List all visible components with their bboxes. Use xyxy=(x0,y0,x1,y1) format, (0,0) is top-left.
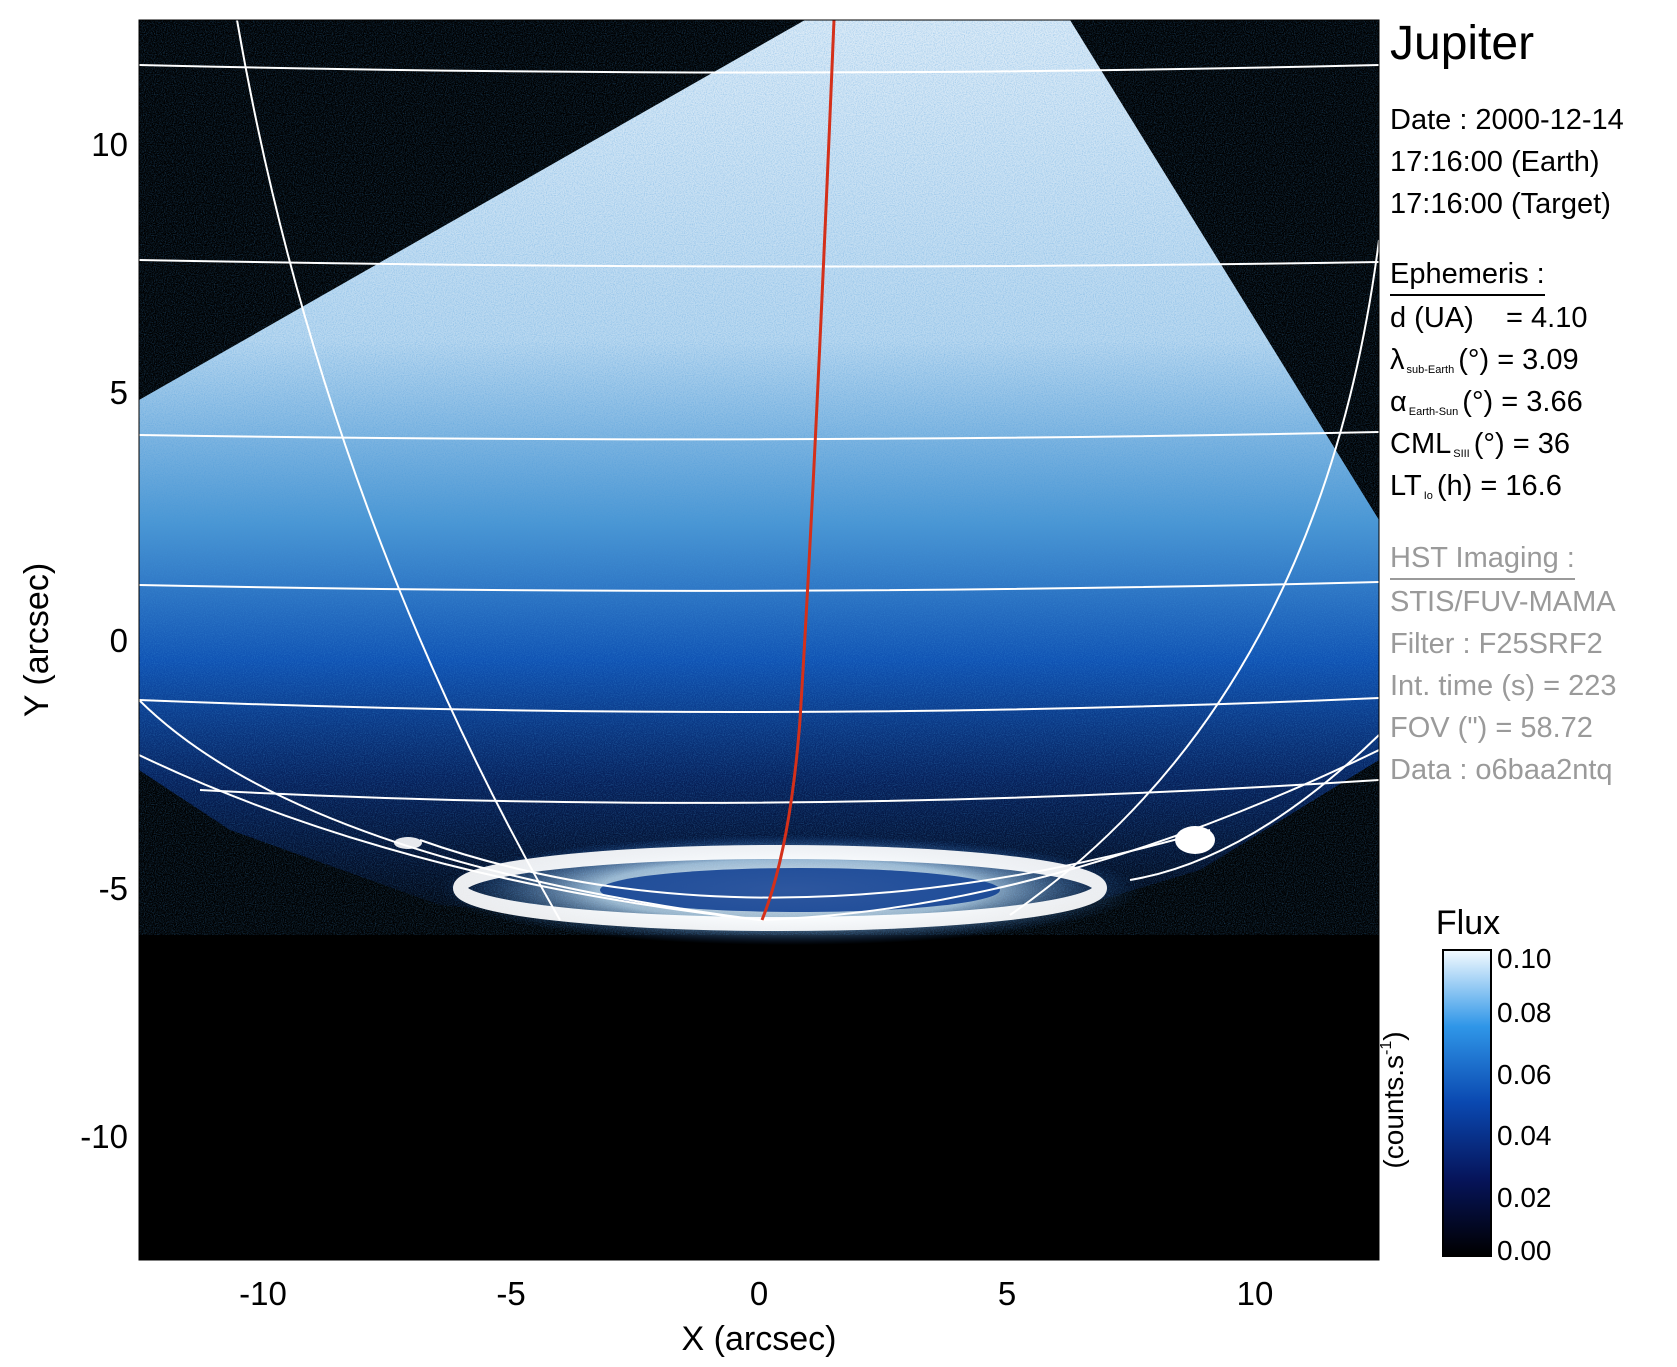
ephemeris-alpha: α Earth-Sun (°) = 3.66 xyxy=(1390,386,1583,418)
hst-heading: HST Imaging : xyxy=(1390,542,1575,580)
colorbar xyxy=(1442,949,1492,1257)
colorbar-title: Flux xyxy=(1436,904,1500,942)
field-of-view: FOV (") = 58.72 xyxy=(1390,712,1593,744)
date-line: Date : 2000-12-14 xyxy=(1390,104,1624,136)
colorbar-tick-label: 0.04 xyxy=(1497,1120,1552,1151)
coordinate-grid xyxy=(139,20,1379,922)
x-tick-label: -10 xyxy=(239,1275,287,1312)
time-target: 17:16:00 (Target) xyxy=(1390,188,1611,220)
y-axis-ticks: 10 5 0 -5 -10 xyxy=(80,126,128,1155)
target-title: Jupiter xyxy=(1390,17,1535,70)
y-tick-label: -10 xyxy=(80,1118,128,1155)
ephemeris-lambda: λ sub-Earth (°) = 3.09 xyxy=(1390,344,1579,376)
ephemeris-distance: d (UA) = 4.10 xyxy=(1390,302,1588,334)
colorbar-tick-label: 0.08 xyxy=(1497,997,1552,1028)
central-meridian-line xyxy=(760,20,836,921)
colorbar-tick-label: 0.06 xyxy=(1497,1059,1552,1090)
colorbar-ticks: 0.10 0.08 0.06 0.04 0.02 0.00 xyxy=(1497,943,1552,1266)
aurora-oval-bright xyxy=(453,845,1107,931)
ephemeris-lt: LT Io (h) = 16.6 xyxy=(1390,470,1562,502)
aurora-spot-left xyxy=(394,837,422,849)
instrument: STIS/FUV-MAMA xyxy=(1390,586,1616,618)
ephemeris-heading: Ephemeris : xyxy=(1390,258,1545,296)
aurora-oval-core xyxy=(600,868,1000,912)
filter: Filter : F25SRF2 xyxy=(1390,628,1603,660)
x-tick-label: 0 xyxy=(750,1275,768,1312)
plot-frame xyxy=(138,19,1380,1261)
data-id: Data : o6baa2ntq xyxy=(1390,754,1613,786)
x-axis-ticks: -10 -5 0 5 10 xyxy=(239,1275,1273,1312)
x-axis-label: X (arcsec) xyxy=(682,1320,837,1358)
x-tick-label: 10 xyxy=(1237,1275,1274,1312)
y-tick-label: -5 xyxy=(99,870,128,907)
x-tick-label: 5 xyxy=(998,1275,1016,1312)
y-tick-label: 10 xyxy=(91,126,128,163)
colorbar-tick-label: 0.02 xyxy=(1497,1182,1552,1213)
y-tick-label: 5 xyxy=(110,374,128,411)
y-tick-label: 0 xyxy=(110,622,128,659)
y-axis-label: Y (arcsec) xyxy=(18,563,56,717)
ephemeris-cml: CML SIII (°) = 36 xyxy=(1390,428,1570,460)
integration-time: Int. time (s) = 223 xyxy=(1390,670,1617,702)
time-earth: 17:16:00 (Earth) xyxy=(1390,146,1600,178)
x-tick-label: -5 xyxy=(496,1275,525,1312)
colorbar-tick-label: 0.10 xyxy=(1497,943,1552,974)
colorbar-unit-label: (counts.s-1) xyxy=(1378,1031,1409,1168)
colorbar-tick-label: 0.00 xyxy=(1497,1235,1552,1266)
